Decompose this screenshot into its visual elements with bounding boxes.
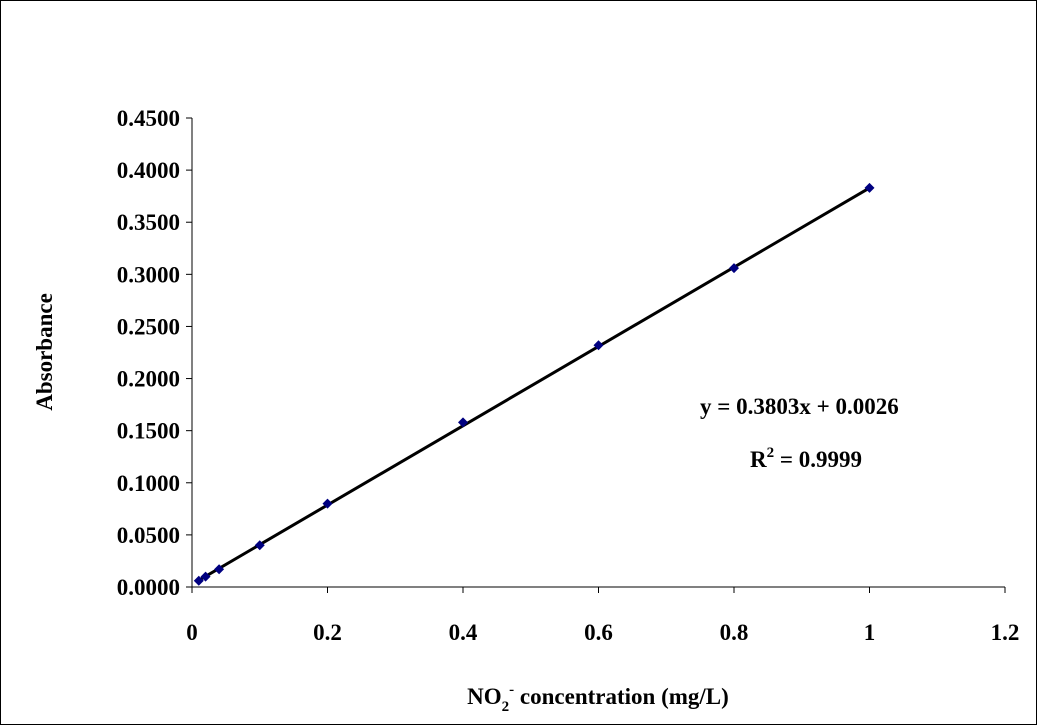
trendline-equation: y = 0.3803x + 0.0026 bbox=[700, 394, 899, 419]
x-axis-label: NO2- concentration (mg/L) bbox=[467, 682, 729, 715]
y-tick-label: 0.0500 bbox=[117, 523, 180, 548]
x-label-part: concentration (mg/L) bbox=[514, 684, 729, 709]
r2-text: R bbox=[750, 447, 767, 472]
data-point bbox=[200, 571, 211, 582]
x-label-sup: - bbox=[509, 682, 514, 698]
r-squared: R2 = 0.9999 bbox=[750, 445, 862, 472]
y-tick-label: 0.1000 bbox=[117, 471, 180, 496]
r2-text: = 0.9999 bbox=[774, 447, 862, 472]
data-point bbox=[254, 540, 265, 551]
x-tick-label: 0.4 bbox=[449, 620, 478, 645]
data-point bbox=[458, 417, 468, 428]
x-tick-label: 0 bbox=[186, 620, 198, 645]
data-point bbox=[593, 340, 604, 351]
data-point bbox=[729, 263, 739, 274]
data-point bbox=[193, 575, 204, 586]
x-tick-label: 0.6 bbox=[584, 620, 613, 645]
y-tick-label: 0.3000 bbox=[117, 262, 180, 287]
x-tick-label: 0.2 bbox=[313, 620, 342, 645]
x-tick-label: 1.2 bbox=[991, 620, 1020, 645]
y-tick-label: 0.4500 bbox=[117, 106, 180, 131]
y-axis-label: Absorbance bbox=[32, 293, 57, 411]
data-point bbox=[864, 182, 875, 193]
r2-sup: 2 bbox=[767, 445, 775, 461]
y-tick-label: 0.3500 bbox=[117, 210, 180, 235]
x-tick-label: 0.8 bbox=[720, 620, 749, 645]
y-tick-label: 0.4000 bbox=[117, 158, 180, 183]
x-tick-label: 1 bbox=[864, 620, 876, 645]
data-point bbox=[214, 564, 225, 575]
y-tick-label: 0.2500 bbox=[117, 314, 180, 339]
x-label-sub: 2 bbox=[502, 699, 510, 715]
y-tick-label: 0.1500 bbox=[117, 419, 180, 444]
data-point bbox=[322, 498, 333, 509]
y-tick-label: 0.0000 bbox=[117, 575, 180, 600]
x-label-part: NO bbox=[467, 684, 502, 709]
y-tick-label: 0.2000 bbox=[117, 367, 180, 392]
trendline bbox=[198, 186, 871, 582]
